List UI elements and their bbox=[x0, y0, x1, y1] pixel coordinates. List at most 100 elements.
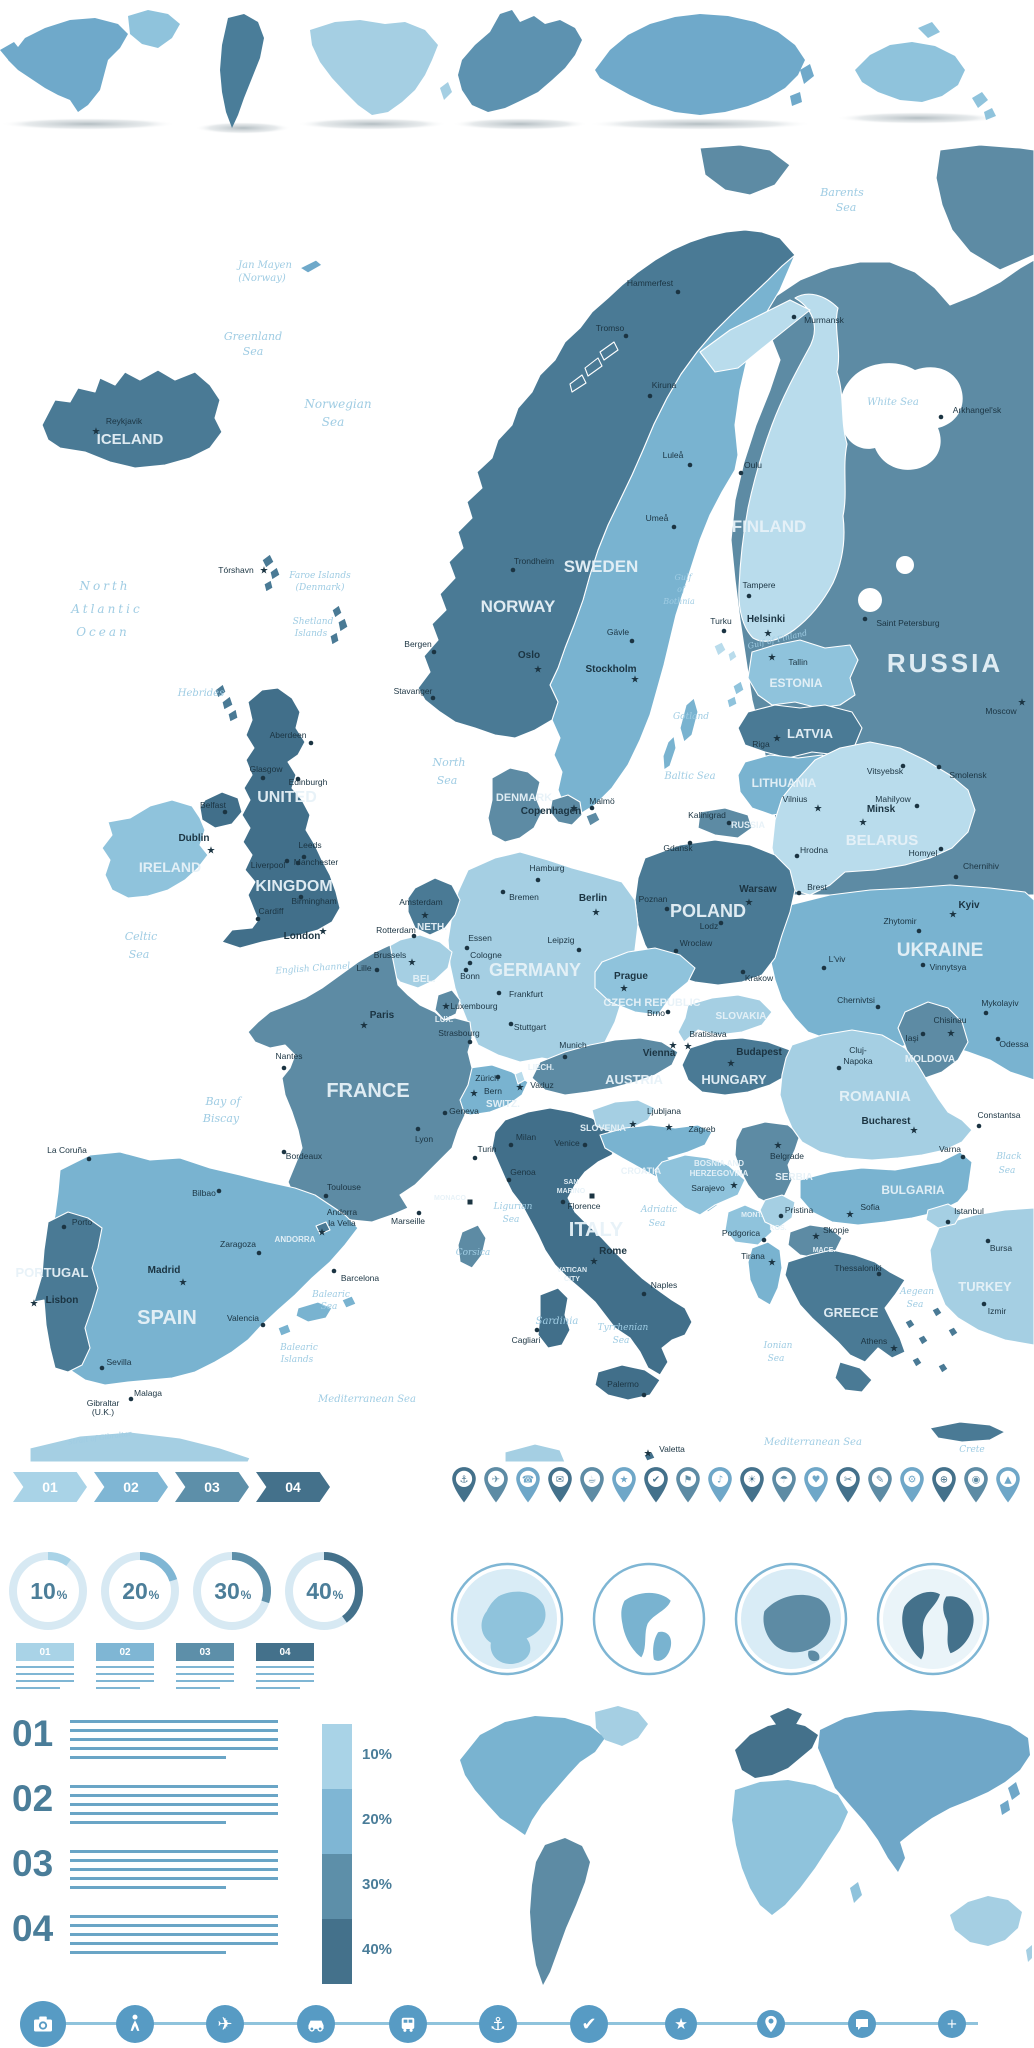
city-dot bbox=[791, 314, 797, 320]
city-square bbox=[589, 1193, 595, 1199]
map-pins-row: ⚓ ✈ ☎ ✉ ☕ ★ ✔ ⚑ ♪ ☀ ☂ ♥ ✂ ✎ ⚙ ⊕ ◉ ▲ bbox=[451, 1466, 1021, 1504]
country-romania bbox=[779, 1029, 973, 1161]
city-dot bbox=[836, 1065, 842, 1071]
city-label: Kyiv bbox=[958, 900, 980, 911]
lake-onega bbox=[896, 556, 914, 574]
city-label: Pristina bbox=[785, 1205, 814, 1215]
placeholder-line bbox=[70, 1924, 278, 1927]
city-label: Napoka bbox=[843, 1056, 873, 1066]
sea-label: Islands bbox=[280, 1355, 314, 1365]
city-label: Milan bbox=[516, 1132, 537, 1142]
placeholder-line bbox=[256, 1673, 314, 1675]
city-dot bbox=[687, 462, 693, 468]
capital-star: ★ bbox=[30, 1299, 39, 1310]
hebrides-islands bbox=[214, 683, 239, 723]
city-label: Turin bbox=[477, 1144, 496, 1154]
sun-icon: ☀ bbox=[748, 1475, 757, 1486]
country-label: TURKEY bbox=[958, 1279, 1012, 1294]
city-label: Geneva bbox=[449, 1106, 479, 1116]
country-label: POLAND bbox=[670, 901, 746, 921]
country-finland bbox=[738, 293, 848, 642]
airplane-icon: ✈ bbox=[492, 1475, 500, 1486]
sea-label: Aegean bbox=[899, 1287, 934, 1297]
placeholder-line bbox=[256, 1687, 300, 1689]
city-dot bbox=[301, 854, 307, 860]
placeholder-line bbox=[16, 1680, 74, 1682]
list-lines bbox=[70, 1911, 312, 1960]
city-dot bbox=[920, 962, 926, 968]
step-arrow: 03 bbox=[175, 1472, 249, 1502]
city-label: Moscow bbox=[985, 706, 1017, 716]
triangle-icon: ▲ bbox=[1004, 1475, 1012, 1486]
capital-star: ★ bbox=[727, 1059, 736, 1070]
city-dot bbox=[862, 616, 868, 622]
country-label: DENMARK bbox=[496, 792, 552, 804]
city-label: Oslo bbox=[518, 650, 540, 661]
city-dot bbox=[323, 1193, 329, 1199]
world-greenland bbox=[595, 1706, 648, 1746]
city-label: Zaragoza bbox=[220, 1239, 256, 1249]
city-label: Ljubljana bbox=[647, 1106, 681, 1116]
city-label: London bbox=[284, 931, 321, 942]
sea-label: (Norway) bbox=[238, 273, 286, 284]
sea-label: Gulf bbox=[674, 573, 693, 582]
city-label: Edinburgh bbox=[289, 777, 328, 787]
sea-label: Hebrides bbox=[177, 688, 224, 699]
capital-star: ★ bbox=[745, 898, 754, 909]
svg-text:20: 20 bbox=[122, 1578, 148, 1604]
continents-strip bbox=[0, 10, 1000, 134]
placeholder-line bbox=[96, 1666, 154, 1668]
world-map bbox=[460, 1706, 1032, 1985]
city-label: Murmansk bbox=[804, 315, 844, 325]
city-dot bbox=[430, 695, 436, 701]
city-dot bbox=[960, 1154, 966, 1160]
capital-star: ★ bbox=[620, 984, 629, 995]
country-label: ANDORRA bbox=[275, 1235, 316, 1244]
peloponnese bbox=[834, 1361, 873, 1393]
continent-asia bbox=[595, 14, 814, 115]
city-label: Stuttgart bbox=[514, 1022, 547, 1032]
country-turkey bbox=[929, 1207, 1034, 1346]
sea-label: Sea bbox=[649, 1219, 666, 1229]
city-dot bbox=[295, 776, 301, 782]
placeholder-line bbox=[256, 1666, 314, 1668]
city-label: Istanbul bbox=[954, 1206, 984, 1216]
city-dot bbox=[664, 906, 670, 912]
city-dot bbox=[416, 1210, 422, 1216]
city-label: Bucharest bbox=[862, 1116, 912, 1127]
city-label: Homyel bbox=[909, 848, 938, 858]
country-albania bbox=[747, 1241, 783, 1306]
city-dot bbox=[778, 1213, 784, 1219]
sea-label: Mediterranean Sea bbox=[317, 1394, 416, 1405]
sea-label: English Channel bbox=[274, 961, 351, 976]
map-pin: ✂ bbox=[836, 1467, 860, 1503]
map-pin: ☀ bbox=[740, 1467, 764, 1503]
city-dot bbox=[976, 1123, 982, 1129]
city-dot bbox=[761, 1237, 767, 1243]
placeholder-line bbox=[16, 1687, 60, 1689]
sea-label: Black bbox=[995, 1152, 1021, 1162]
city-dot bbox=[938, 846, 944, 852]
city-label: Brno bbox=[647, 1008, 665, 1018]
capital-star: ★ bbox=[592, 908, 601, 919]
capital-star: ★ bbox=[516, 1083, 525, 1094]
scale-segment: 20% bbox=[322, 1789, 392, 1854]
country-label: SWEDEN bbox=[564, 557, 639, 576]
placeholder-line bbox=[70, 1785, 278, 1788]
country-hungary bbox=[681, 1037, 799, 1096]
city-dot bbox=[746, 593, 752, 599]
city-label: Belfast bbox=[200, 800, 227, 810]
country-label: CZECH REPUBLIC bbox=[603, 997, 700, 1009]
capital-star: ★ bbox=[207, 846, 216, 857]
capital-star: ★ bbox=[665, 1123, 674, 1134]
city-label: Munich bbox=[559, 1040, 587, 1050]
placeholder-line bbox=[70, 1859, 278, 1862]
svg-text:10: 10 bbox=[30, 1578, 56, 1604]
svg-text:%: % bbox=[241, 1588, 252, 1602]
sea-label: North bbox=[431, 756, 465, 769]
city-dot bbox=[629, 638, 635, 644]
city-label: Stockholm bbox=[585, 664, 636, 675]
step-arrows: 01 02 03 04 bbox=[13, 1472, 330, 1502]
sea-label: North bbox=[78, 579, 130, 593]
country-label: SLOVENIA bbox=[580, 1123, 627, 1133]
